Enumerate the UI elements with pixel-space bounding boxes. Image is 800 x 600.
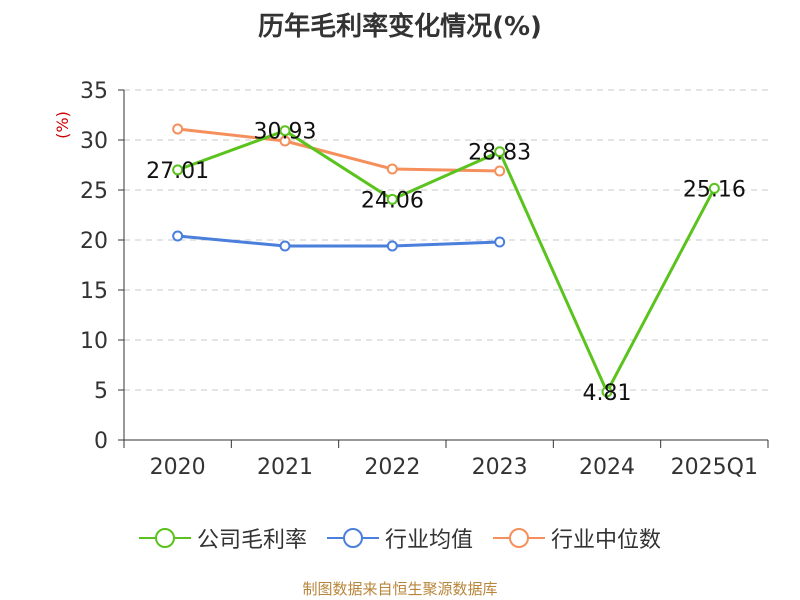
y-tick-label: 25 [80, 179, 108, 204]
series-line [177, 129, 716, 394]
legend-label: 公司毛利率 [196, 528, 307, 553]
data-point [494, 146, 506, 158]
data-label: 27.01 [146, 159, 209, 184]
legend: 公司毛利率 行业均值 行业中位数 [0, 520, 800, 556]
data-point [494, 165, 506, 177]
y-tick-label: 35 [80, 79, 108, 104]
y-tick-label: 0 [94, 429, 108, 454]
data-point [494, 236, 506, 248]
legend-item[interactable]: 行业中位数 [493, 522, 661, 554]
y-tick-label: 20 [80, 229, 108, 254]
data-point [172, 164, 184, 176]
data-point [279, 240, 291, 252]
series-line [177, 127, 500, 173]
data-point [386, 240, 398, 252]
data-point [386, 163, 398, 175]
chart-title: 历年毛利率变化情况(%) [258, 12, 542, 42]
data-point [386, 193, 398, 205]
data-point [172, 123, 184, 135]
source-note: 制图数据来自恒生聚源数据库 [302, 580, 498, 598]
data-point [279, 125, 291, 137]
y-tick-label: 10 [80, 329, 108, 354]
data-point [601, 386, 613, 398]
line-chart: 0 5 10 15 20 25 30 35 2020 2021 2022 2023 2024 2025Q1… [53, 79, 769, 480]
y-tick-label: 30 [80, 129, 108, 154]
x-tick-label: 2021 [257, 455, 313, 480]
data-label: 24.06 [361, 188, 424, 213]
data-labels: 27.01 30.93 24.06 28.83 4.81 25.16 [146, 120, 746, 406]
series-lines [172, 123, 720, 398]
legend-label: 行业中位数 [551, 528, 662, 553]
series-line [177, 234, 500, 248]
data-label: 4.81 [583, 381, 632, 406]
data-label: 25.16 [683, 177, 746, 202]
legend-item[interactable]: 行业均值 [326, 522, 473, 554]
x-tick-label: 2025Q1 [671, 455, 758, 480]
x-tick-label: 2024 [579, 455, 635, 480]
data-point [172, 230, 184, 242]
legend-label: 行业均值 [384, 528, 473, 553]
legend-item[interactable]: 公司毛利率 [138, 522, 307, 554]
data-label: 28.83 [468, 141, 531, 166]
y-tick-label: 15 [80, 279, 108, 304]
gridlines [124, 89, 768, 391]
legend-marker-icon [493, 528, 545, 548]
data-point [279, 135, 291, 147]
data-label: 30.93 [254, 120, 317, 145]
data-point [708, 182, 720, 194]
x-tick-label: 2020 [150, 455, 206, 480]
y-axis-label: (%) [53, 111, 72, 139]
y-tick-label: 5 [94, 379, 108, 404]
x-tick-label: 2022 [364, 455, 420, 480]
legend-marker-icon [326, 528, 379, 548]
x-tick-label: 2023 [472, 455, 528, 480]
axes: 0 5 10 15 20 25 30 35 2020 2021 2022 2023 2024 2025Q1… [53, 79, 769, 480]
legend-marker-icon [138, 528, 191, 548]
